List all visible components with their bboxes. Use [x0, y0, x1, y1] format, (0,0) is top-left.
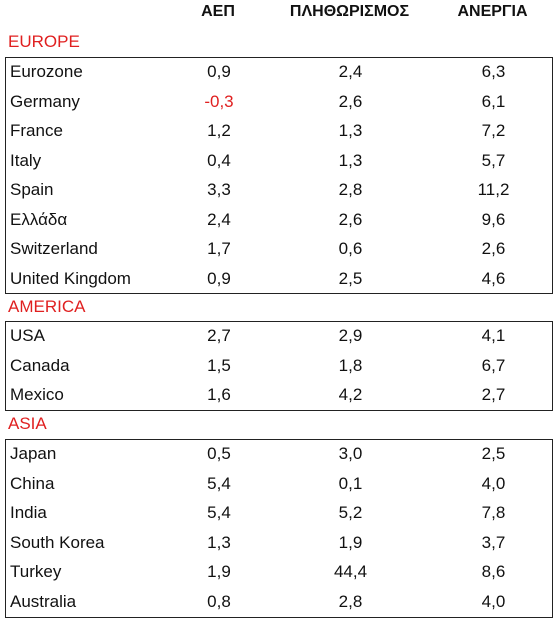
- gdp-value: 0,9: [207, 268, 231, 288]
- inflation-value: 2,9: [338, 326, 363, 345]
- unemployment-value: 4,6: [481, 268, 506, 288]
- unemployment-value: 2,6: [481, 239, 506, 258]
- unemployment-value: 5,7: [481, 150, 506, 170]
- inflation-value: 1,3: [338, 150, 363, 170]
- unemployment-value: 7,2: [481, 121, 506, 140]
- unemployment-value: 2,5: [481, 444, 506, 463]
- country-name: Ελλάδα: [10, 209, 68, 229]
- gdp-value: 1,9: [207, 562, 231, 581]
- inflation-value: 2,6: [338, 91, 363, 111]
- inflation-value: 5,2: [338, 503, 363, 522]
- region-label-europe: EUROPE: [8, 32, 80, 51]
- country-name: Eurozone: [10, 62, 83, 81]
- gdp-value: 1,2: [207, 121, 231, 140]
- unemployment-value: 7,8: [481, 503, 506, 522]
- table-row: Germany -0,3 2,6 6,1: [6, 88, 552, 118]
- country-name: Switzerland: [10, 239, 98, 258]
- table-row: Ελλάδα 2,4 2,6 9,6: [6, 206, 552, 236]
- table-row: China 5,4 0,1 4,0: [6, 470, 552, 500]
- inflation-value: 0,6: [338, 239, 363, 258]
- table-row: Eurozone 0,9 2,4 6,3: [6, 58, 552, 88]
- country-name: USA: [10, 326, 45, 345]
- country-name: Germany: [10, 91, 80, 111]
- inflation-value: 4,2: [338, 385, 363, 404]
- country-name: Canada: [10, 355, 70, 375]
- country-name: China: [10, 473, 55, 493]
- gdp-value: 0,8: [207, 591, 231, 611]
- region-table-asia: Japan 0,5 3,0 2,5 China 5,4 0,1 4,0 India 5,4 5,…: [5, 439, 553, 618]
- inflation-value: 1,9: [338, 532, 363, 552]
- unemployment-value: 6,3: [481, 62, 506, 81]
- table-row: South Korea 1,3 1,9 3,7: [6, 529, 552, 559]
- gdp-value: 1,6: [207, 385, 231, 404]
- region-label-asia: ASIA: [8, 414, 47, 433]
- gdp-value: 5,4: [207, 473, 231, 493]
- country-name: Turkey: [10, 562, 62, 581]
- unemployment-value: 2,7: [481, 385, 506, 404]
- table-row: Canada 1,5 1,8 6,7: [6, 352, 552, 382]
- gdp-value: 1,5: [207, 355, 231, 375]
- inflation-value: 44,4: [333, 562, 368, 581]
- region-table-america: USA 2,7 2,9 4,1 Canada 1,5 1,8 6,7 Mexico 1,6 4,…: [5, 321, 553, 411]
- country-name: South Korea: [10, 532, 105, 552]
- region-label-america: AMERICA: [8, 297, 86, 316]
- region-table-europe: Eurozone 0,9 2,4 6,3 Germany -0,3 2,6 6,1 Fran…: [5, 57, 553, 294]
- table-row: Mexico 1,6 4,2 2,7: [6, 381, 552, 411]
- inflation-value: 3,0: [338, 444, 363, 463]
- table-row: Turkey 1,9 44,4 8,6: [6, 558, 552, 588]
- unemployment-value: 11,2: [477, 180, 510, 199]
- inflation-value: 2,8: [338, 180, 363, 199]
- gdp-value: 1,3: [207, 532, 231, 552]
- inflation-value: 2,4: [338, 62, 363, 81]
- inflation-value: 2,6: [338, 209, 363, 229]
- column-header-row: ΑΕΠ ΠΛΗΘΩΡΙΣΜΟΣ ΑΝΕΡΓΙΑ: [0, 0, 557, 30]
- unemployment-value: 6,1: [481, 91, 506, 111]
- header-unemployment: ΑΝΕΡΓΙΑ: [457, 3, 528, 20]
- table-row: USA 2,7 2,9 4,1: [6, 322, 552, 352]
- unemployment-value: 6,7: [481, 355, 506, 375]
- unemployment-value: 4,0: [481, 591, 506, 611]
- table-row: Spain 3,3 2,8 11,2: [6, 176, 552, 206]
- country-name: India: [10, 503, 47, 522]
- country-name: France: [10, 121, 63, 140]
- gdp-value: 5,4: [207, 503, 231, 522]
- inflation-value: 0,1: [338, 473, 363, 493]
- country-name: Japan: [10, 444, 57, 463]
- header-gdp: ΑΕΠ: [201, 3, 235, 20]
- table-row: Italy 0,4 1,3 5,7: [6, 147, 552, 177]
- gdp-value: 0,5: [207, 444, 231, 463]
- gdp-value: 2,4: [207, 209, 231, 229]
- gdp-value: -0,3: [204, 91, 234, 111]
- gdp-value: 2,7: [207, 326, 231, 345]
- country-name: Australia: [10, 591, 77, 611]
- unemployment-value: 4,1: [481, 326, 506, 345]
- table-row: United Kingdom 0,9 2,5 4,6: [6, 265, 552, 295]
- inflation-value: 1,8: [338, 355, 363, 375]
- gdp-value: 0,4: [207, 150, 231, 170]
- table-row: France 1,2 1,3 7,2: [6, 117, 552, 147]
- country-name: Mexico: [10, 385, 64, 404]
- gdp-value: 1,7: [207, 239, 231, 258]
- gdp-value: 0,9: [207, 62, 231, 81]
- country-name: Italy: [10, 150, 42, 170]
- table-row: Switzerland 1,7 0,6 2,6: [6, 235, 552, 265]
- gdp-value: 3,3: [207, 180, 231, 199]
- unemployment-value: 4,0: [481, 473, 506, 493]
- inflation-value: 2,5: [338, 268, 363, 288]
- header-inflation: ΠΛΗΘΩΡΙΣΜΟΣ: [289, 3, 410, 20]
- inflation-value: 2,8: [338, 591, 363, 611]
- unemployment-value: 8,6: [481, 562, 506, 581]
- table-row: Japan 0,5 3,0 2,5: [6, 440, 552, 470]
- country-name: Spain: [10, 180, 54, 199]
- table-row: Australia 0,8 2,8 4,0: [6, 588, 552, 618]
- unemployment-value: 3,7: [481, 532, 506, 552]
- table-row: India 5,4 5,2 7,8: [6, 499, 552, 529]
- inflation-value: 1,3: [338, 121, 363, 140]
- unemployment-value: 9,6: [481, 209, 506, 229]
- country-name: United Kingdom: [10, 268, 131, 288]
